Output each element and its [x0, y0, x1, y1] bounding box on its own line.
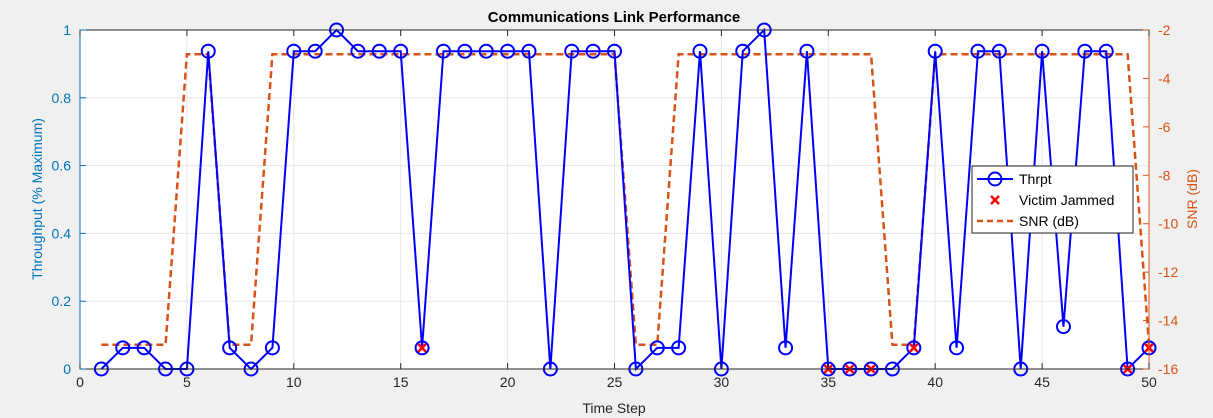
- throughput-point: [1055, 319, 1071, 335]
- throughput-point: [200, 43, 216, 59]
- right-tick-label: -10: [1158, 216, 1178, 232]
- throughput-point: [649, 340, 665, 356]
- throughput-point: [585, 43, 601, 59]
- throughput-point: [564, 43, 580, 59]
- left-tick-label: 0.2: [52, 293, 72, 309]
- throughput-point: [435, 43, 451, 59]
- x-tick-label: 40: [927, 374, 943, 390]
- x-axis: 0 5 10 15 20 25 30 35 40 45 50: [76, 30, 1157, 390]
- throughput-point: [799, 43, 815, 59]
- jammed-point: [908, 342, 919, 353]
- left-tick-label: 0.8: [52, 90, 72, 106]
- x-tick-label: 20: [500, 374, 516, 390]
- throughput-point: [692, 43, 708, 59]
- legend-jammed-label: Victim Jammed: [1019, 192, 1114, 208]
- throughput-point: [735, 43, 751, 59]
- x-tick-label: 25: [607, 374, 623, 390]
- throughput-point: [607, 43, 622, 59]
- x-tick-label: 50: [1141, 374, 1157, 390]
- x-tick-label: 5: [183, 374, 191, 390]
- left-tick-label: 1: [63, 22, 71, 38]
- x-tick-label: 0: [76, 374, 84, 390]
- throughput-point: [350, 43, 366, 59]
- legend-jammed-marker: [990, 195, 1000, 205]
- x-tick-label: 10: [286, 374, 302, 390]
- legend-snr-label: SNR (dB): [1019, 213, 1079, 229]
- x-tick-label: 15: [393, 374, 409, 390]
- right-axis-label: SNR (dB): [1184, 169, 1200, 229]
- throughput-point: [371, 43, 387, 59]
- throughput-line: [100, 27, 1150, 372]
- throughput-point: [778, 340, 794, 356]
- legend-thrpt-marker: [987, 171, 1003, 187]
- throughput-point: [457, 43, 473, 59]
- legend-thrpt-label: Thrpt: [1019, 171, 1052, 187]
- right-tick-label: -12: [1158, 264, 1178, 280]
- throughput-point: [671, 340, 687, 356]
- right-tick-label: -8: [1158, 167, 1171, 183]
- legend[interactable]: Thrpt Victim Jammed SNR (dB): [971, 165, 1134, 234]
- throughput-point: [1034, 43, 1050, 59]
- throughput-point: [1077, 43, 1093, 59]
- throughput-point: [136, 340, 152, 356]
- throughput-point: [949, 340, 965, 356]
- x-tick-label: 35: [821, 374, 837, 390]
- throughput-point: [414, 340, 430, 356]
- throughput-point: [970, 43, 986, 59]
- throughput-point: [927, 43, 943, 59]
- left-axis: 0 0.2 0.4 0.6 0.8 1: [52, 22, 86, 377]
- throughput-point: [393, 43, 409, 59]
- throughput-series: [93, 22, 1157, 377]
- right-tick-label: -4: [1158, 70, 1171, 86]
- x-tick-label: 45: [1034, 374, 1050, 390]
- throughput-point: [222, 340, 238, 356]
- jammed-point: [417, 342, 427, 353]
- throughput-point: [264, 340, 280, 356]
- throughput-point: [307, 43, 323, 59]
- right-tick-label: -2: [1158, 22, 1171, 38]
- right-tick-label: -16: [1158, 361, 1178, 377]
- throughput-point: [521, 43, 537, 59]
- right-tick-label: -6: [1158, 119, 1171, 135]
- chart-title: Communications Link Performance: [488, 9, 741, 26]
- left-axis-label: Throughput (% Maximum): [29, 118, 45, 280]
- throughput-point: [115, 340, 131, 356]
- throughput-point: [478, 43, 494, 59]
- left-tick-label: 0.6: [52, 158, 72, 174]
- throughput-point: [906, 340, 922, 356]
- throughput-point: [286, 43, 302, 59]
- throughput-point: [991, 43, 1007, 59]
- right-tick-label: -14: [1158, 313, 1178, 329]
- right-axis: -16 -14 -12 -10 -8 -6 -4 -2: [1143, 22, 1178, 377]
- x-tick-label: 30: [714, 374, 730, 390]
- throughput-point: [1098, 43, 1114, 59]
- x-axis-label: Time Step: [582, 400, 645, 416]
- left-tick-label: 0.4: [52, 225, 72, 241]
- throughput-point: [500, 43, 516, 59]
- left-tick-label: 0: [63, 361, 71, 377]
